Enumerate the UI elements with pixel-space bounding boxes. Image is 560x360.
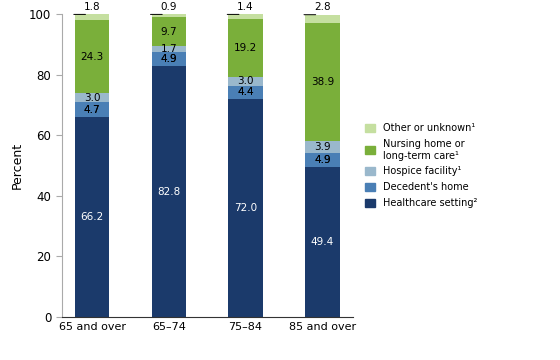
Text: 19.2: 19.2 [234, 43, 257, 53]
Bar [305, 167, 339, 317]
Text: 4.4: 4.4 [237, 87, 254, 98]
Text: 3.9: 3.9 [314, 142, 330, 152]
Bar [305, 23, 339, 141]
Bar [228, 86, 263, 99]
Bar [228, 77, 263, 86]
Legend: Other or unknown¹, Nursing home or
long-term care¹, Hospice facility¹, Decedent': Other or unknown¹, Nursing home or long-… [363, 121, 479, 210]
Text: 4.4: 4.4 [237, 87, 254, 98]
Text: 82.8: 82.8 [157, 186, 180, 197]
Text: 24.3: 24.3 [81, 51, 104, 62]
Bar [152, 14, 186, 17]
Text: 3.0: 3.0 [84, 93, 100, 103]
Y-axis label: Percent: Percent [11, 142, 24, 189]
Bar [75, 102, 109, 117]
Bar [152, 66, 186, 317]
Bar [228, 19, 263, 77]
Bar [75, 20, 109, 93]
Text: 4.7: 4.7 [84, 104, 100, 114]
Text: 4.9: 4.9 [314, 155, 330, 165]
Bar [228, 99, 263, 317]
Text: 0.9: 0.9 [161, 2, 177, 12]
Bar [152, 46, 186, 51]
Bar [305, 141, 339, 153]
Bar [305, 153, 339, 167]
Text: 4.9: 4.9 [314, 155, 330, 165]
Bar [152, 17, 186, 46]
Text: 66.2: 66.2 [81, 212, 104, 222]
Text: 3.0: 3.0 [237, 76, 254, 86]
Text: 4.9: 4.9 [161, 54, 177, 64]
Bar [75, 117, 109, 317]
Text: 1.7: 1.7 [161, 44, 177, 54]
Text: 49.4: 49.4 [311, 237, 334, 247]
Bar [228, 14, 263, 19]
Text: 4.9: 4.9 [161, 54, 177, 64]
Text: 1.8: 1.8 [84, 2, 100, 12]
Text: 2.8: 2.8 [314, 2, 330, 12]
Text: 38.9: 38.9 [311, 77, 334, 87]
Bar [75, 14, 109, 20]
Bar [75, 93, 109, 102]
Text: 4.7: 4.7 [84, 104, 100, 114]
Text: 1.4: 1.4 [237, 2, 254, 12]
Bar [305, 15, 339, 23]
Text: 72.0: 72.0 [234, 203, 257, 213]
Text: 9.7: 9.7 [161, 27, 177, 37]
Bar [152, 51, 186, 66]
